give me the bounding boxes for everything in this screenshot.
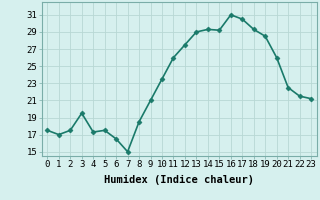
X-axis label: Humidex (Indice chaleur): Humidex (Indice chaleur)	[104, 175, 254, 185]
